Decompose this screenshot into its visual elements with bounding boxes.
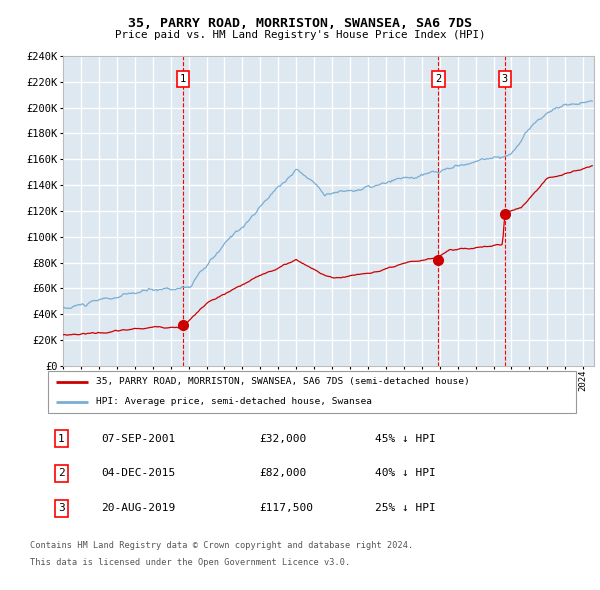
- Text: £32,000: £32,000: [259, 434, 307, 444]
- Text: 2: 2: [58, 468, 65, 478]
- Text: Price paid vs. HM Land Registry's House Price Index (HPI): Price paid vs. HM Land Registry's House …: [115, 30, 485, 40]
- Text: 45% ↓ HPI: 45% ↓ HPI: [376, 434, 436, 444]
- Text: 20-AUG-2019: 20-AUG-2019: [101, 503, 175, 513]
- FancyBboxPatch shape: [48, 371, 576, 413]
- Text: 1: 1: [58, 434, 65, 444]
- Text: £117,500: £117,500: [259, 503, 313, 513]
- Text: 35, PARRY ROAD, MORRISTON, SWANSEA, SA6 7DS (semi-detached house): 35, PARRY ROAD, MORRISTON, SWANSEA, SA6 …: [95, 378, 469, 386]
- Text: 25% ↓ HPI: 25% ↓ HPI: [376, 503, 436, 513]
- Text: 04-DEC-2015: 04-DEC-2015: [101, 468, 175, 478]
- Text: This data is licensed under the Open Government Licence v3.0.: This data is licensed under the Open Gov…: [30, 558, 350, 566]
- Text: 3: 3: [502, 74, 508, 84]
- Text: 2: 2: [435, 74, 442, 84]
- Text: £82,000: £82,000: [259, 468, 307, 478]
- Text: 1: 1: [180, 74, 186, 84]
- Text: 3: 3: [58, 503, 65, 513]
- Text: Contains HM Land Registry data © Crown copyright and database right 2024.: Contains HM Land Registry data © Crown c…: [30, 541, 413, 550]
- Text: HPI: Average price, semi-detached house, Swansea: HPI: Average price, semi-detached house,…: [95, 397, 371, 406]
- Text: 40% ↓ HPI: 40% ↓ HPI: [376, 468, 436, 478]
- Text: 07-SEP-2001: 07-SEP-2001: [101, 434, 175, 444]
- Text: 35, PARRY ROAD, MORRISTON, SWANSEA, SA6 7DS: 35, PARRY ROAD, MORRISTON, SWANSEA, SA6 …: [128, 17, 472, 30]
